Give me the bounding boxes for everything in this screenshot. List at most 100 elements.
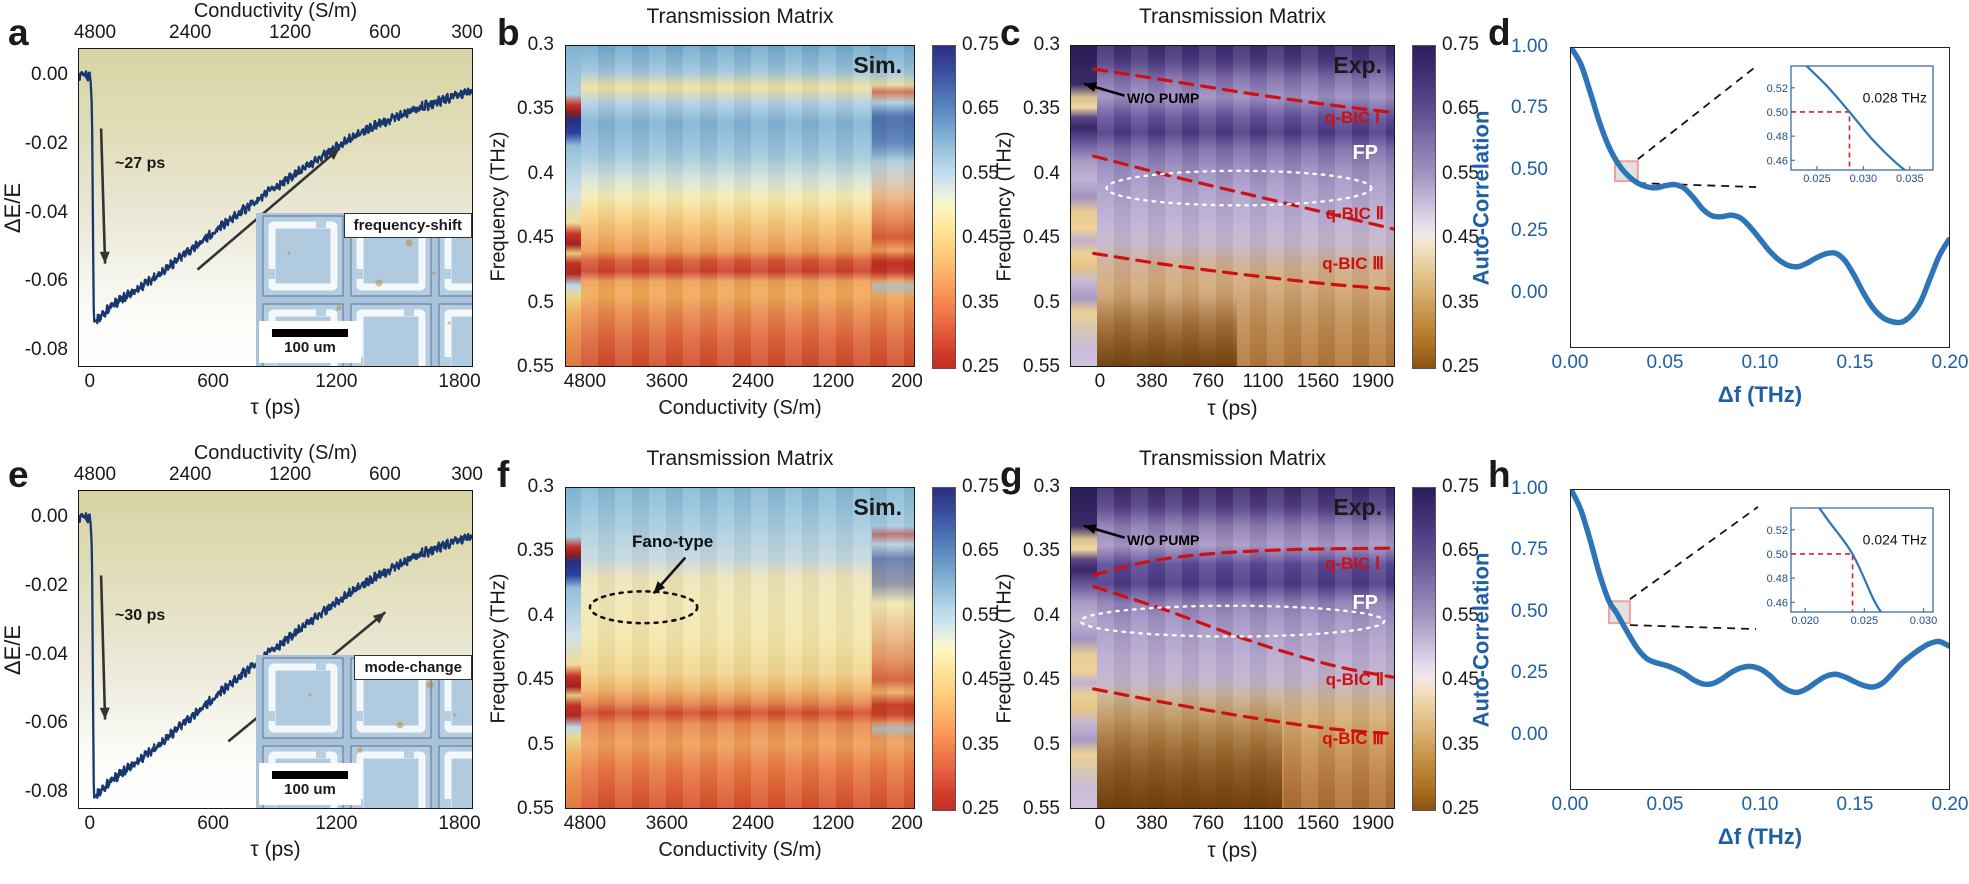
dark-absorption-region bbox=[1097, 296, 1237, 366]
tick-label: 0 bbox=[1094, 371, 1106, 392]
heatmap-area bbox=[581, 488, 914, 808]
colorbar bbox=[932, 487, 956, 811]
tick-label: 1100 bbox=[1242, 813, 1284, 834]
panel-d-yticks: 1.00 0.75 0.50 0.25 0.00 bbox=[1498, 36, 1554, 348]
tick-label: 0.45 bbox=[1442, 227, 1479, 249]
tick-label: 0.25 bbox=[1511, 662, 1548, 684]
mode-overlay bbox=[1079, 524, 1394, 736]
heatmap-area bbox=[581, 46, 914, 366]
wo-pump-column bbox=[1071, 488, 1097, 808]
tick-label: 0.3 bbox=[1033, 34, 1060, 55]
tick-label: 0.50 bbox=[1511, 158, 1548, 180]
tick-label: 300 bbox=[451, 464, 483, 485]
panel-d-ylabel: Auto-Correlation bbox=[1468, 110, 1494, 285]
tick-label: 1200 bbox=[268, 464, 312, 485]
zoom-inset: 0.020 0.025 0.030 0.52 0.50 0.48 0.46 0.024 THz bbox=[1761, 505, 1938, 628]
tick-label: -0.08 bbox=[24, 338, 68, 360]
panel-c-xticks: 0 380 760 1100 1560 1900 bbox=[1070, 371, 1395, 395]
scale-bar-label: 100 um bbox=[284, 780, 336, 798]
tick-label: 0.5 bbox=[1033, 733, 1060, 755]
panel-letter-c: c bbox=[1000, 12, 1021, 53]
tick-label: 0.35 bbox=[1023, 540, 1060, 562]
microscope-inset: mode-change 100 um bbox=[256, 655, 472, 808]
tick-label: 0.4 bbox=[527, 604, 554, 626]
colorbar-ticks: 0.75 0.65 0.55 0.45 0.35 0.25 bbox=[1440, 476, 1486, 819]
autocorrelation-curve bbox=[1571, 490, 1949, 696]
tick-label: 0.45 bbox=[962, 669, 999, 691]
tick-label: 0.25 bbox=[1511, 220, 1548, 242]
panel-letter-h: h bbox=[1488, 454, 1511, 495]
tick-label: 1200 bbox=[268, 22, 312, 43]
tick-label: 0.35 bbox=[517, 98, 554, 120]
sim-tag: Sim. bbox=[853, 52, 902, 78]
fp-label: FP bbox=[1352, 142, 1378, 164]
panel-e-xlabel: τ (ps) bbox=[250, 838, 301, 861]
tick-label: 0.75 bbox=[962, 34, 999, 55]
panel-c-yticks: 0.3 0.35 0.4 0.45 0.5 0.55 bbox=[1014, 34, 1066, 377]
panel-a-ylabel: ΔE/E bbox=[0, 182, 25, 233]
svg-text:0.46: 0.46 bbox=[1767, 597, 1788, 609]
tick-label: 0.5 bbox=[1033, 291, 1060, 313]
tick-label: 4800 bbox=[73, 22, 117, 43]
tick-label: 0.4 bbox=[527, 162, 554, 184]
tick-label: 1900 bbox=[1351, 813, 1395, 834]
wo-pump-column bbox=[1071, 46, 1097, 366]
tick-label: 2400 bbox=[731, 813, 775, 834]
tick-label: 0.20 bbox=[1931, 794, 1969, 815]
svg-text:0.48: 0.48 bbox=[1767, 131, 1788, 143]
tick-label: 0.45 bbox=[1023, 669, 1060, 691]
qbic1-label: q-BIC Ⅰ bbox=[1324, 554, 1380, 573]
qbic1-label: q-BIC Ⅰ bbox=[1324, 108, 1380, 127]
qbic2-label: q-BIC Ⅱ bbox=[1325, 204, 1384, 223]
panel-f-yticks: 0.3 0.35 0.4 0.45 0.5 0.55 bbox=[508, 476, 560, 819]
panel-c-xlabel: τ (ps) bbox=[1207, 397, 1258, 420]
qbic2-label: q-BIC Ⅱ bbox=[1325, 670, 1384, 689]
heatmap-column-texture bbox=[581, 46, 914, 366]
tick-label: -0.08 bbox=[24, 780, 68, 802]
tick-label: -0.06 bbox=[24, 270, 68, 292]
panel-d-xticks: 0.00 0.05 0.10 0.15 0.20 bbox=[1552, 352, 1969, 376]
panel-h-xticks: 0.00 0.05 0.10 0.15 0.20 bbox=[1552, 794, 1969, 818]
panel-a-top-axis-title: Conductivity (S/m) bbox=[193, 0, 358, 22]
panel-g-yticks: 0.3 0.35 0.4 0.45 0.5 0.55 bbox=[1014, 476, 1066, 819]
panel-f-xlabel: Conductivity (S/m) bbox=[658, 839, 822, 861]
panel-g-xticks: 0 380 760 1100 1560 1900 bbox=[1070, 813, 1395, 837]
qbic3-label: q-BIC Ⅲ bbox=[1322, 729, 1384, 748]
svg-text:0.50: 0.50 bbox=[1767, 549, 1788, 561]
tick-label: 1200 bbox=[315, 371, 358, 392]
zoom-inset: 0.025 0.030 0.035 0.52 0.50 0.48 0.46 0.028 THz bbox=[1761, 63, 1938, 186]
panel-g-heatmap: Exp. W/O PUMP q-BIC Ⅰ FP q-BIC Ⅱ q-BIC Ⅲ bbox=[1070, 487, 1395, 809]
tick-label: 1900 bbox=[1351, 371, 1395, 392]
decay-curve-a bbox=[79, 70, 472, 325]
panel-letter-g: g bbox=[1000, 454, 1023, 495]
tick-label: 1200 bbox=[315, 813, 358, 834]
risetime-annotation: ~30 ps bbox=[115, 607, 166, 624]
panel-f-title: Transmission Matrix bbox=[646, 447, 834, 470]
tick-label: -0.06 bbox=[24, 712, 68, 734]
tick-label: 300 bbox=[451, 22, 483, 43]
svg-text:0.025: 0.025 bbox=[1803, 173, 1831, 185]
panel-letter-d: d bbox=[1488, 12, 1511, 53]
tick-label: 760 bbox=[1192, 813, 1224, 834]
tick-label: 0.55 bbox=[962, 604, 999, 626]
tick-label: 380 bbox=[1136, 371, 1168, 392]
panel-b-heatmap: Sim. bbox=[565, 45, 915, 367]
panel-g-title: Transmission Matrix bbox=[1138, 447, 1327, 470]
qbic3-label: q-BIC Ⅲ bbox=[1322, 254, 1384, 273]
wo-pump-annotation: W/O PUMP bbox=[1127, 90, 1200, 106]
tick-label: 0.00 bbox=[31, 505, 68, 527]
heatmap-column-texture bbox=[581, 488, 914, 808]
exp-tag: Exp. bbox=[1333, 52, 1382, 78]
mode-overlay bbox=[1083, 67, 1394, 291]
panel-letter-e: e bbox=[8, 454, 29, 495]
inset-label: frequency-shift bbox=[343, 213, 472, 238]
sim-tag: Sim. bbox=[853, 494, 902, 520]
tick-label: 0.55 bbox=[517, 356, 554, 377]
panel-a-xlabel: τ (ps) bbox=[250, 396, 301, 419]
tick-label: 0.45 bbox=[1442, 669, 1479, 691]
tick-label: 1.00 bbox=[1511, 36, 1548, 57]
tick-label: 0 bbox=[84, 371, 96, 392]
tick-label: 0.35 bbox=[1442, 291, 1479, 313]
panel-e-yticks: 0.00 -0.02 -0.04 -0.06 -0.08 bbox=[24, 490, 74, 809]
tick-label: 4800 bbox=[73, 464, 117, 485]
